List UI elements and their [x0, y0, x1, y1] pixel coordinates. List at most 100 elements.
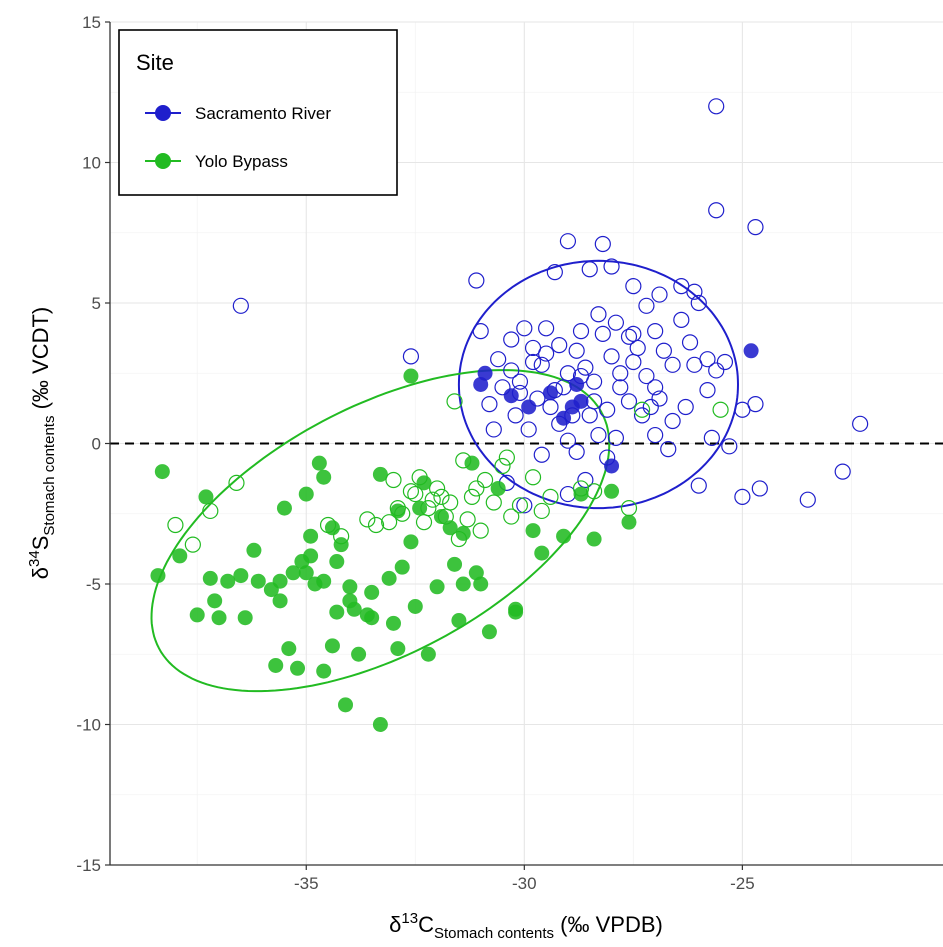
point-filled-series-1: [372, 466, 388, 482]
point-open-series-1: [503, 508, 520, 525]
point-open-series-1: [633, 401, 651, 418]
point-open-series-0: [716, 353, 734, 371]
point-open-series-1: [184, 536, 201, 553]
point-filled-series-1: [433, 509, 449, 525]
point-open-series-0: [690, 294, 707, 312]
point-open-series-0: [708, 98, 725, 115]
x-axis-title-prefix: δ: [389, 912, 401, 937]
point-open-series-0: [529, 390, 546, 407]
point-filled-series-1: [298, 565, 314, 581]
point-open-series-0: [572, 323, 590, 340]
point-open-series-1: [468, 480, 485, 497]
point-filled-series-0: [743, 343, 759, 359]
point-filled-series-0: [604, 458, 620, 474]
y-axis-title-sup: 34: [26, 550, 43, 567]
point-filled-series-1: [364, 584, 380, 600]
point-open-series-0: [734, 488, 751, 505]
point-open-series-0: [607, 314, 625, 331]
point-filled-series-0: [477, 365, 493, 381]
point-open-series-0: [594, 325, 611, 343]
point-open-series-0: [516, 320, 533, 337]
point-filled-series-0: [569, 376, 585, 392]
point-open-series-0: [468, 272, 485, 289]
point-filled-series-1: [281, 641, 297, 657]
point-open-series-1: [498, 449, 515, 466]
point-open-series-0: [625, 278, 642, 295]
point-open-series-1: [524, 469, 542, 486]
point-open-series-1: [476, 471, 494, 489]
point-open-series-0: [577, 471, 594, 489]
y-axis-title: δ34SStomach contents (‰ VCDT): [26, 307, 58, 579]
point-open-series-0: [721, 438, 738, 455]
point-filled-series-1: [329, 554, 345, 570]
point-open-series-0: [546, 263, 563, 281]
point-filled-series-1: [390, 641, 406, 657]
point-open-series-0: [703, 429, 720, 446]
data-points: [150, 98, 869, 732]
point-filled-series-1: [447, 556, 463, 572]
point-open-series-0: [232, 297, 249, 314]
point-open-series-1: [542, 488, 559, 505]
point-filled-series-1: [324, 638, 340, 654]
point-open-series-0: [612, 379, 629, 396]
point-filled-series-1: [211, 610, 227, 626]
y-axis-title-element: S: [28, 536, 53, 551]
y-tick-label: 5: [92, 294, 101, 313]
point-open-series-0: [511, 373, 529, 390]
point-filled-series-1: [316, 663, 332, 679]
point-open-series-0: [638, 297, 655, 314]
point-filled-series-0: [473, 376, 489, 392]
point-open-series-0: [686, 283, 703, 300]
x-axis-title: δ13CStomach contents (‰ VPDB): [389, 910, 663, 942]
x-axis-ticks: -35 -30 -25: [294, 865, 755, 893]
point-open-series-0: [590, 426, 607, 444]
point-open-series-0: [651, 286, 668, 303]
point-open-series-1: [202, 502, 219, 520]
point-open-series-0: [647, 323, 664, 340]
point-filled-series-1: [451, 613, 467, 629]
legend-label-sacramento: Sacramento River: [195, 104, 331, 123]
point-open-series-0: [503, 362, 520, 379]
point-filled-series-1: [381, 570, 397, 586]
point-open-series-0: [620, 328, 638, 345]
x-axis-title-sub: Stomach contents: [434, 925, 554, 942]
point-filled-series-1: [420, 646, 436, 662]
point-filled-series-1: [233, 568, 249, 584]
point-open-series-0: [568, 443, 585, 461]
point-filled-series-1: [329, 604, 345, 620]
point-open-series-0: [664, 356, 681, 373]
point-filled-series-1: [403, 368, 419, 384]
point-filled-series-1: [455, 525, 471, 541]
point-filled-series-1: [442, 520, 458, 536]
point-open-series-0: [625, 325, 642, 343]
point-open-series-1: [402, 483, 420, 500]
point-open-series-0: [633, 407, 651, 424]
point-open-series-1: [712, 401, 729, 418]
point-open-series-1: [433, 488, 450, 505]
point-filled-series-1: [154, 464, 170, 480]
point-open-series-0: [533, 356, 550, 373]
point-open-series-0: [594, 235, 611, 253]
point-open-series-1: [359, 511, 376, 528]
point-filled-series-0: [503, 388, 519, 404]
point-filled-series-1: [390, 503, 406, 519]
point-filled-series-1: [586, 531, 602, 547]
point-open-series-1: [459, 511, 476, 528]
point-filled-series-1: [573, 486, 589, 502]
point-filled-series-1: [534, 545, 550, 561]
point-filled-series-1: [333, 537, 349, 553]
point-filled-series-1: [316, 469, 332, 485]
x-tick-label: -25: [730, 874, 755, 893]
y-tick-label: -10: [76, 716, 101, 735]
point-open-series-0: [642, 398, 659, 416]
point-filled-series-1: [429, 579, 445, 595]
point-filled-series-1: [303, 548, 319, 564]
point-filled-series-1: [250, 573, 266, 589]
point-filled-series-1: [346, 601, 362, 617]
point-filled-series-1: [207, 593, 223, 609]
legend-key-point-yolo: [155, 153, 171, 169]
x-axis-title-sup: 13: [401, 910, 418, 927]
point-open-series-0: [507, 407, 524, 424]
point-filled-series-1: [394, 559, 410, 575]
y-axis-title-suffix: (‰ VCDT): [28, 307, 53, 416]
